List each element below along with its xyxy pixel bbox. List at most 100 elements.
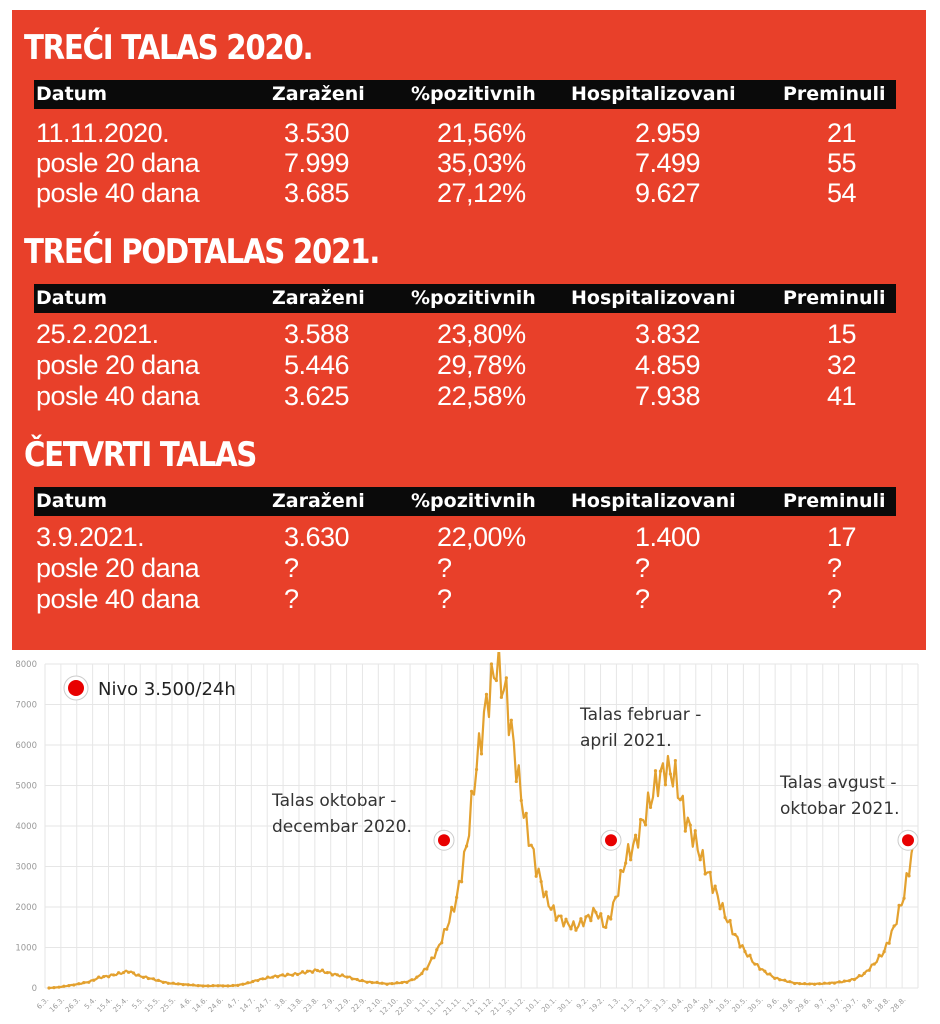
table-cell: 27,12%	[437, 178, 526, 208]
data-point	[892, 924, 896, 928]
data-point	[266, 975, 270, 979]
table-cell: ?	[284, 553, 299, 583]
column-header: Zaraženi	[272, 490, 365, 512]
table-cell: 3.630	[284, 522, 350, 552]
data-point	[226, 984, 230, 988]
x-tick-label: 28.8.	[889, 996, 907, 1014]
data-point	[634, 833, 638, 837]
data-point	[290, 973, 295, 977]
x-tick-label: 20.4.	[683, 996, 701, 1014]
wave-annotation: decembar 2020.	[272, 817, 412, 837]
table-cell: posle 40 dana	[36, 381, 200, 411]
table-row: posle 20 dana 7.999 35,03% 7.499 55	[34, 148, 896, 179]
y-tick-label: 8000	[15, 660, 37, 670]
data-point	[862, 971, 866, 975]
data-point	[216, 984, 220, 988]
data-point	[271, 975, 275, 979]
data-point	[67, 984, 71, 988]
data-point	[529, 843, 533, 847]
data-point	[723, 915, 727, 920]
column-header: Hospitalizovani	[571, 287, 736, 309]
data-point	[72, 983, 76, 987]
x-tick-label: 31.12.	[505, 996, 526, 1017]
data-point	[847, 979, 851, 983]
data-point	[604, 925, 608, 929]
data-point	[430, 956, 434, 960]
data-point	[469, 789, 474, 793]
data-point	[196, 984, 200, 988]
data-point	[584, 915, 588, 919]
x-tick-label: 15.4.	[96, 996, 114, 1014]
data-point	[882, 950, 886, 954]
x-tick-label: 10.4.	[667, 996, 685, 1014]
data-point	[102, 974, 106, 979]
data-point	[619, 868, 623, 873]
data-point	[77, 982, 81, 986]
stats-panel	[12, 10, 926, 650]
x-tick-label: 10.1.	[524, 996, 542, 1014]
data-point	[897, 903, 901, 907]
data-point	[116, 971, 121, 975]
data-point	[852, 977, 856, 982]
data-point	[564, 917, 568, 921]
data-point	[330, 973, 334, 977]
y-tick-label: 5000	[15, 782, 37, 792]
x-tick-label: 31.3.	[651, 996, 669, 1014]
data-point	[375, 980, 379, 984]
x-tick-label: 22.9.	[350, 996, 368, 1014]
data-point	[151, 977, 155, 981]
wave-annotation: oktobar 2021.	[780, 799, 900, 819]
x-tick-label: 30.5.	[746, 996, 764, 1014]
data-point	[156, 978, 160, 982]
data-point	[544, 890, 548, 894]
data-point	[822, 981, 827, 985]
data-point	[638, 817, 643, 822]
table-cell: 29,78%	[437, 350, 526, 380]
data-point	[191, 983, 195, 987]
data-point	[783, 978, 787, 982]
table-cell: 21	[827, 118, 857, 148]
data-point	[793, 981, 797, 986]
table-cell: 7.999	[284, 148, 350, 178]
x-tick-label: 18.8.	[873, 996, 891, 1014]
table-cell: 4.859	[635, 350, 701, 380]
y-tick-label: 7000	[15, 701, 37, 711]
data-point	[400, 980, 404, 985]
data-point	[181, 983, 185, 987]
column-header: %pozitivnih	[411, 83, 536, 105]
wave-annotation: Talas februar -	[579, 705, 701, 725]
data-point	[201, 984, 205, 988]
data-point	[907, 874, 911, 878]
data-point	[136, 973, 141, 977]
data-point	[872, 962, 876, 966]
table-row: posle 40 dana 3.625 22,58% 7.938 41	[34, 381, 896, 412]
data-point	[236, 983, 240, 987]
x-tick-label: 25.5.	[159, 996, 177, 1014]
data-point	[241, 982, 245, 986]
data-point	[131, 971, 136, 975]
table-cell: 54	[827, 178, 857, 208]
table-cell: ?	[827, 553, 842, 583]
x-tick-label: 10.5.	[715, 996, 733, 1014]
data-point	[161, 980, 165, 984]
data-point	[460, 880, 464, 884]
data-point	[300, 970, 305, 974]
x-tick-label: 19.2.	[588, 996, 606, 1014]
x-tick-label: 19.6.	[778, 996, 796, 1014]
data-point	[47, 986, 51, 990]
data-point	[728, 918, 732, 923]
data-point	[211, 984, 215, 988]
data-point	[97, 975, 101, 979]
table-cell: posle 40 dana	[36, 584, 200, 614]
x-tick-label: 26.3.	[64, 996, 82, 1014]
table-cell: ?	[437, 553, 452, 583]
data-point	[87, 980, 91, 984]
y-tick-label: 6000	[15, 741, 37, 751]
section-title: TREĆI PODTALAS 2021.	[24, 232, 380, 272]
x-tick-label: 29.7.	[842, 996, 860, 1014]
x-tick-label: 15.5.	[143, 996, 161, 1014]
table-row: 25.2.2021. 3.588 23,80% 3.832 15	[34, 319, 896, 350]
data-point	[559, 914, 563, 918]
data-point	[688, 823, 692, 827]
data-point	[335, 973, 339, 977]
